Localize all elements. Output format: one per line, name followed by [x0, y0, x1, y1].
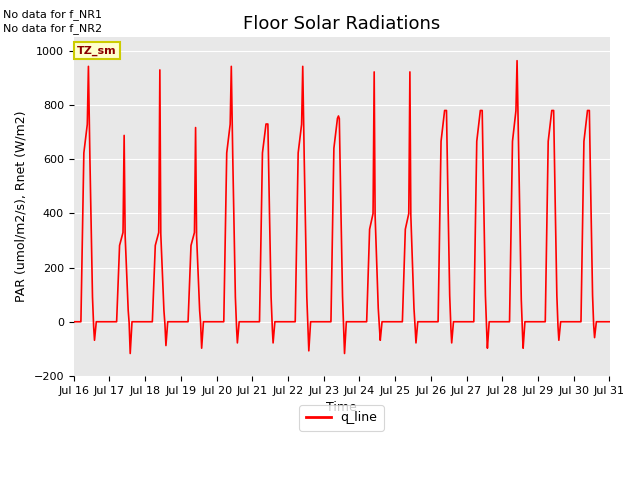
Y-axis label: PAR (umol/m2/s), Rnet (W/m2): PAR (umol/m2/s), Rnet (W/m2) [15, 111, 28, 302]
Text: TZ_sm: TZ_sm [77, 46, 117, 56]
X-axis label: Time: Time [326, 401, 357, 414]
Text: No data for f_NR2: No data for f_NR2 [3, 23, 102, 34]
Title: Floor Solar Radiations: Floor Solar Radiations [243, 15, 440, 33]
Legend: q_line: q_line [300, 405, 384, 431]
Text: No data for f_NR1: No data for f_NR1 [3, 9, 102, 20]
